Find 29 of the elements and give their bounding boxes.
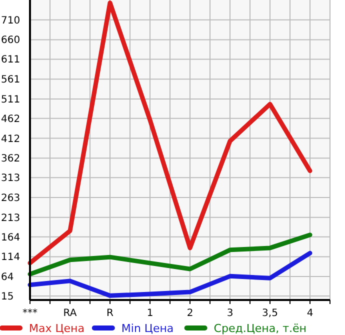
line-series [28,0,312,266]
y-tick-label: 561 [1,74,20,86]
x-tick-label: *** [22,308,38,319]
x-tick-label: R [106,308,114,319]
y-tick-label: 660 [1,35,20,46]
line-series [28,232,312,276]
y-tick-label: 15 [1,292,14,303]
y-tick-label: 511 [1,94,20,106]
y-tick-label: 213 [1,212,20,224]
legend-label: Min Цена [121,322,174,335]
y-tick-label: 362 [1,154,20,165]
x-tick-label: 2 [186,308,194,319]
x-tick-label: RA [63,308,77,319]
y-tick-label: 611 [1,54,20,66]
x-tick-label: 3 [226,308,234,319]
y-tick-label: 114 [1,252,20,264]
y-tick-label: 462 [1,114,20,125]
y-tick-label: 710 [1,15,20,26]
y-tick-label: 64 [1,272,14,284]
x-tick-label: 1 [146,308,154,319]
y-tick-label: 164 [1,232,20,244]
legend-label: Max Цена [29,322,84,335]
y-tick-label: 313 [1,173,20,184]
y-tick-label: 412 [1,134,20,145]
x-tick-label: 4 [306,308,314,319]
y-tick-label: 263 [1,192,20,204]
line-series [28,250,312,298]
legend-label: Сред.Цена, т.ён [214,322,306,335]
x-tick-label: 3,5 [262,308,278,319]
